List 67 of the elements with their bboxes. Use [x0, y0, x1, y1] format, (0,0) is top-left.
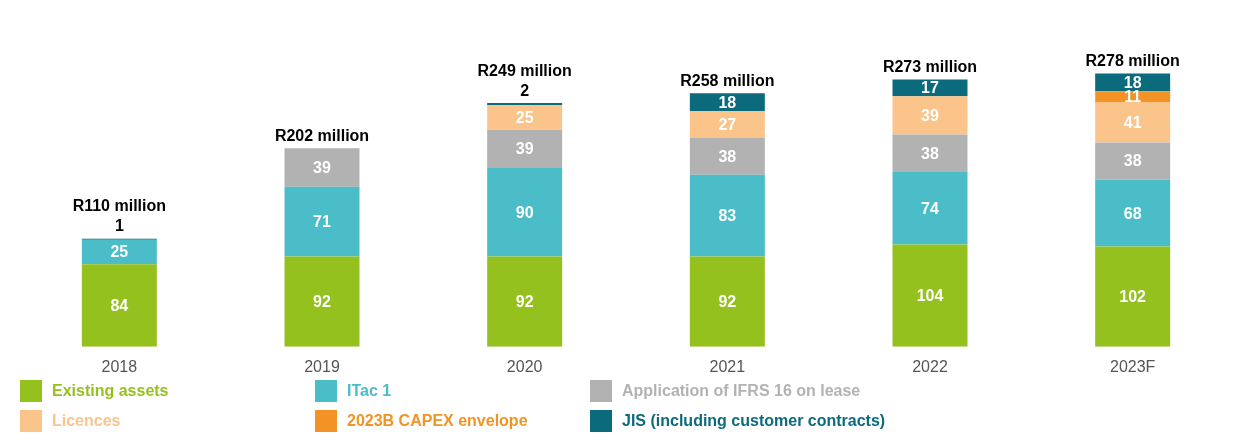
bar [487, 167, 563, 257]
bar [689, 110, 765, 138]
data-label: 25 [515, 108, 534, 126]
data-label: 1 [114, 217, 124, 235]
bar [487, 105, 563, 130]
bar [81, 264, 157, 347]
data-label: 104 [916, 287, 944, 305]
bar [1095, 142, 1171, 180]
bar [284, 148, 360, 187]
data-label: 25 [110, 243, 129, 261]
bar [892, 134, 968, 172]
bar [689, 256, 765, 347]
data-label: 83 [718, 207, 737, 225]
bar [1095, 102, 1171, 143]
legend-label: Application of IFRS 16 on lease [622, 382, 861, 400]
bar [487, 129, 563, 168]
x-tick-label: 2018 [101, 357, 138, 375]
bar [487, 256, 563, 347]
data-label: 11 [1124, 88, 1142, 106]
x-tick-label: 2020 [506, 357, 543, 375]
x-tick-label: 2023F [1109, 357, 1156, 375]
total-label: R249 million [477, 61, 572, 79]
x-tick-label: 2019 [304, 357, 340, 375]
data-label: 92 [515, 293, 534, 310]
data-label: 92 [718, 293, 737, 310]
data-label: 39 [921, 106, 939, 124]
bar [1095, 179, 1171, 247]
total-label: R258 million [680, 71, 775, 89]
legend-label: JIS (including customer contracts) [622, 412, 886, 430]
data-label: 74 [921, 199, 939, 217]
data-label: 68 [1123, 204, 1142, 222]
bar [689, 93, 765, 111]
total-label: R278 million [1085, 52, 1180, 70]
legend-label: Licences [52, 412, 121, 430]
bar [892, 96, 968, 135]
x-tick-label: 2022 [912, 357, 948, 375]
legend-label: 2023B CAPEX envelope [347, 412, 528, 430]
bar [892, 244, 968, 347]
data-label: 2 [520, 81, 530, 99]
data-label: 39 [313, 158, 331, 176]
total-label: R110 million [72, 197, 167, 215]
data-label: 71 [313, 212, 331, 230]
bar [81, 239, 157, 265]
bar [284, 186, 360, 257]
bar [689, 174, 765, 257]
data-label: 90 [515, 203, 534, 221]
data-label: 27 [718, 115, 737, 133]
total-label: R202 million [274, 126, 370, 144]
data-label: 17 [921, 79, 939, 97]
bar [689, 137, 765, 175]
data-label: 38 [718, 147, 737, 165]
data-label: 38 [921, 144, 939, 162]
data-label: 92 [313, 293, 331, 310]
data-label: 38 [1123, 152, 1142, 170]
data-label: 41 [1123, 113, 1142, 131]
bar [1095, 246, 1171, 347]
data-label: 102 [1119, 288, 1147, 306]
data-label: 18 [1123, 73, 1142, 91]
legend-label: Existing assets [52, 382, 169, 400]
total-label: R273 million [882, 57, 978, 75]
bar [892, 171, 968, 245]
data-label: 39 [515, 140, 534, 158]
data-label: 84 [110, 296, 129, 314]
legend-label: ITac 1 [347, 382, 392, 400]
data-label: 18 [718, 93, 737, 111]
bar [284, 256, 360, 347]
x-tick-label: 2021 [709, 357, 746, 375]
